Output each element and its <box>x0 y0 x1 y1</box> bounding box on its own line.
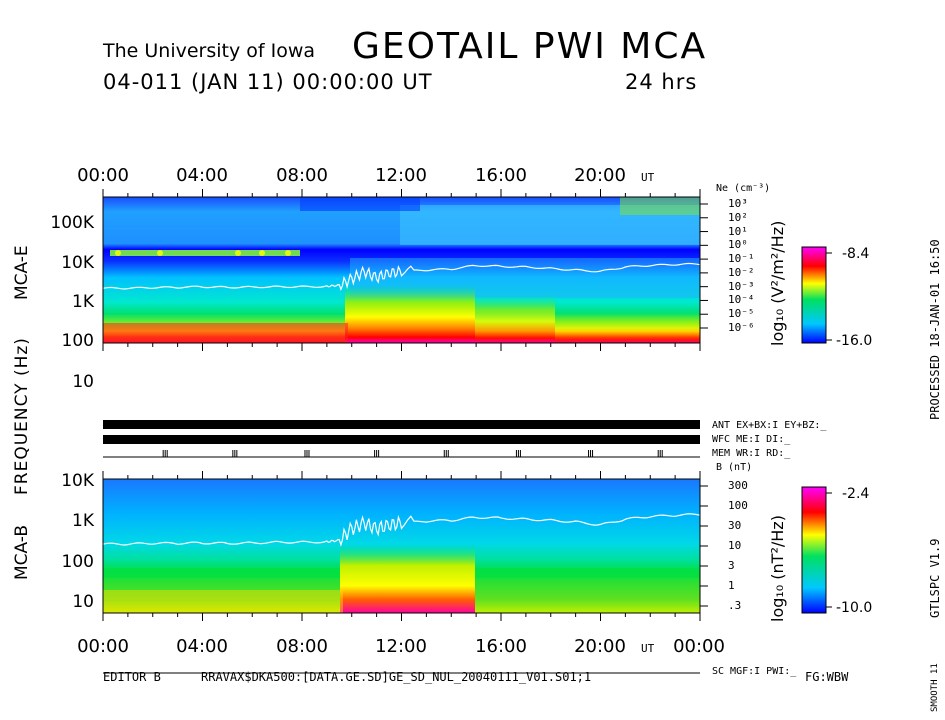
mca-b-freq-tick: 10 <box>72 592 94 612</box>
mca-e-freq-tick: 1K <box>72 292 94 312</box>
b-tick: .3 <box>728 599 742 612</box>
b-tick: 100 <box>728 499 748 512</box>
wfc-status: WFC ME:I DI:_ <box>712 434 791 445</box>
processed-label: PROCESSED 18-JAN-01 16:50 <box>928 239 942 420</box>
ant-status: ANT EX+BX:I EY+BZ:_ <box>712 420 827 431</box>
mca-b-freq-tick: 10K <box>61 471 94 491</box>
mca-e-colorbar <box>801 246 827 344</box>
mca-b-colorbar-max: -2.4 <box>842 486 870 502</box>
b-tick: 30 <box>728 519 742 532</box>
mca-b-freq-tick: 100 <box>61 552 94 572</box>
time-tick-top: 08:00 <box>276 165 328 186</box>
ut-label-bottom: UT <box>641 642 655 655</box>
time-tick-bottom: 20:00 <box>574 636 626 657</box>
time-tick-bottom: 04:00 <box>176 636 228 657</box>
mca-e-freq-tick: 100 <box>61 331 94 351</box>
b-axis-label: B (nT) <box>716 462 753 473</box>
time-tick-bottom: 12:00 <box>375 636 427 657</box>
b-tick: 10 <box>728 539 742 552</box>
time-tick-top: 16:00 <box>475 165 527 186</box>
mca-e-freq-tick: 10K <box>61 253 94 273</box>
editor-label: EDITOR B <box>103 670 161 684</box>
ne-tick: 10⁻⁴ <box>728 293 755 307</box>
mca-e-freq-tick: 10 <box>72 372 94 392</box>
time-tick-top: 12:00 <box>375 165 427 186</box>
file-path: RRAVAX$DKA500:[DATA.GE.SD]GE_SD_NUL_2004… <box>201 670 592 684</box>
mca-b-field-line <box>102 513 701 547</box>
mca-e-colorbar-max: -8.4 <box>842 246 870 262</box>
mca-b-colorbar-min: -10.0 <box>836 600 873 616</box>
b-tick: 300 <box>728 479 748 492</box>
time-tick-bottom: 08:00 <box>276 636 328 657</box>
ne-tick: 10⁻³ <box>728 279 755 293</box>
ne-tick: 10³ <box>728 197 748 210</box>
mca-b-label: MCA-B <box>12 525 32 580</box>
ut-label-top: UT <box>641 171 655 184</box>
institution-label: The University of Iowa <box>103 40 316 62</box>
b-tick: 3 <box>728 559 735 572</box>
mca-e-burst-main <box>345 285 475 343</box>
wfc-status-bar <box>103 435 700 444</box>
mca-b-colorbar-label: log₁₀ (nT²/Hz) <box>768 515 787 622</box>
smooth-label: SMOOTH 11 <box>930 663 940 712</box>
ne-tick: 10⁻⁵ <box>728 307 755 321</box>
mca-e-freq-tick: 100K <box>50 213 94 233</box>
time-tick-top: 20:00 <box>574 165 626 186</box>
mca-e-colorbar-min: -16.0 <box>836 333 873 349</box>
mca-e-panel <box>102 196 701 344</box>
time-tick-top: 04:00 <box>176 165 228 186</box>
mca-e-label: MCA-E <box>12 245 32 300</box>
mca-b-freq-tick: 1K <box>72 511 94 531</box>
mem-marks <box>162 450 663 457</box>
time-tick-bottom: 16:00 <box>475 636 527 657</box>
date-line: 04-011 (JAN 11) 00:00:00 UT <box>103 70 433 94</box>
duration-label: 24 hrs <box>625 70 698 94</box>
mca-e-density-line <box>102 262 701 291</box>
time-tick-top: 00:00 <box>77 165 129 186</box>
ne-tick: 10² <box>728 210 748 224</box>
ne-tick: 10⁻² <box>728 265 755 279</box>
mca-b-panel <box>102 478 701 614</box>
mca-e-colorbar-label: log₁₀ (V²/m²/Hz) <box>768 220 787 346</box>
mca-b-colorbar <box>801 486 827 614</box>
sc-status: SC MGF:I PWI:_ <box>712 666 797 677</box>
b-tick: 1 <box>728 579 735 592</box>
ne-tick: 10⁰ <box>728 238 748 252</box>
mca-b-burst-main <box>340 545 475 613</box>
time-tick-bottom: 00:00 <box>77 636 129 657</box>
mem-status: MEM WR:I RD:_ <box>712 448 791 459</box>
page-title: GEOTAIL PWI MCA <box>352 26 708 67</box>
ne-tick: 10⁻⁶ <box>728 321 755 334</box>
ant-status-bar <box>103 420 700 429</box>
time-tick-bottom: 00:00 <box>673 636 725 657</box>
ne-axis-label: Ne (cm⁻³) <box>716 183 771 194</box>
ne-tick: 10¹ <box>728 224 748 238</box>
fg-label: FG:WBW <box>805 670 849 684</box>
freq-axis-label: FREQUENCY (Hz) <box>12 337 32 495</box>
ne-tick: 10⁻¹ <box>728 252 755 266</box>
version-label: GTLSPC V1.9 <box>928 538 942 618</box>
